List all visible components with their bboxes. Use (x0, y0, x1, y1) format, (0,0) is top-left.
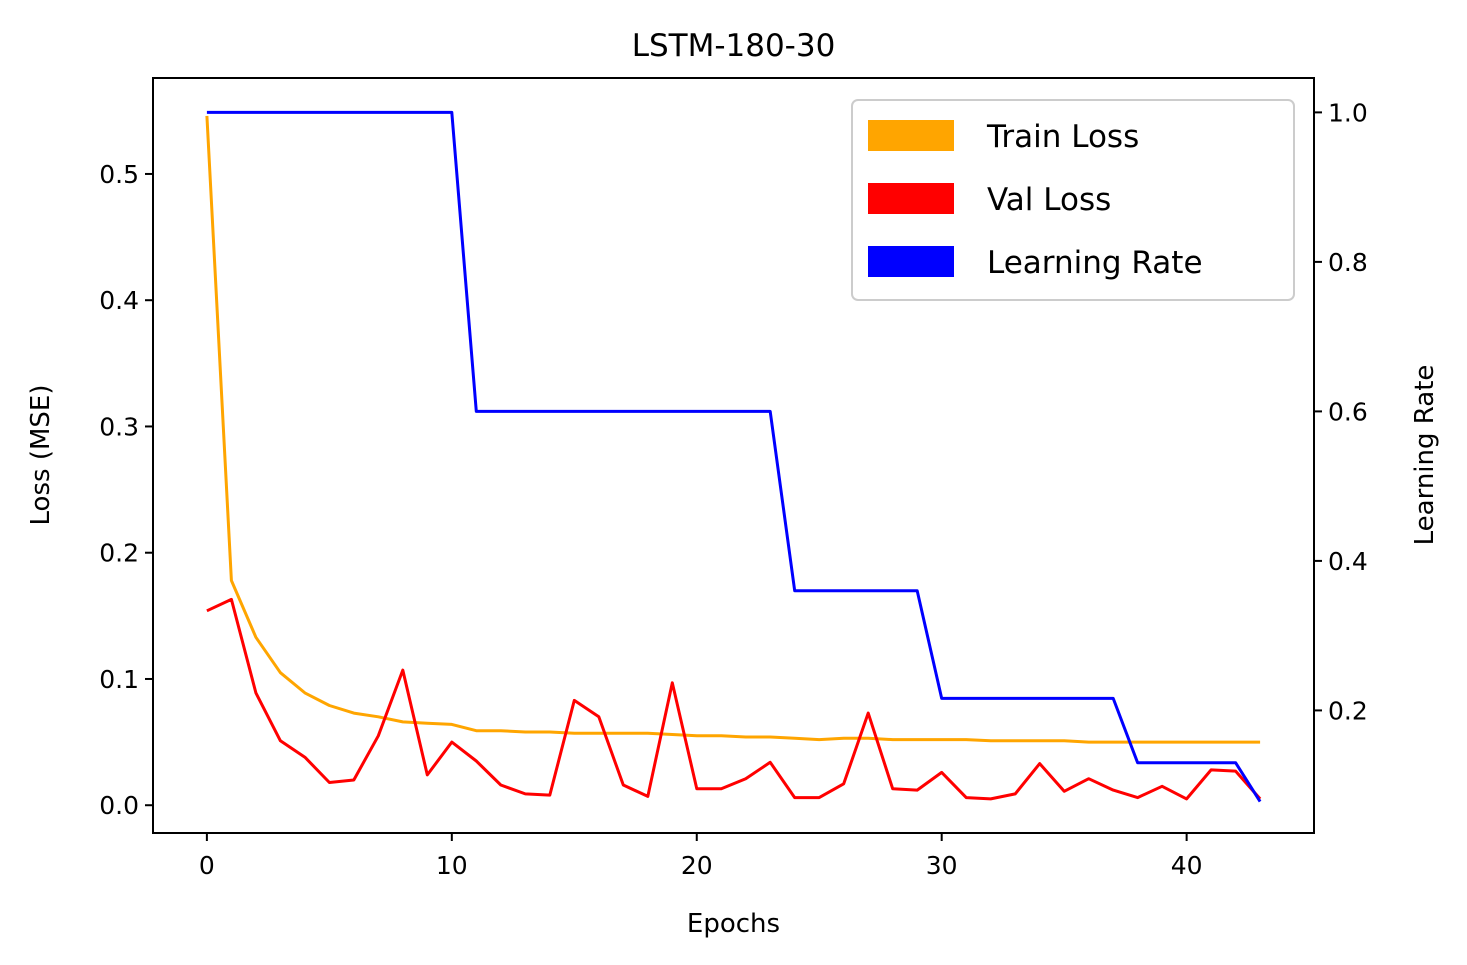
y2-tick-label: 0.8 (1328, 248, 1368, 277)
y2-tick-label: 0.4 (1328, 547, 1368, 576)
y-tick-label: 0.1 (99, 665, 139, 694)
x-tick-label: 30 (926, 851, 958, 880)
x-axis: 0 10 20 30 40 (199, 833, 1203, 880)
legend-swatch-learning-rate (868, 246, 954, 277)
series-line-train-loss (205, 115, 1261, 744)
y-tick-label: 0.3 (99, 412, 139, 441)
legend: Train Loss Val Loss Learning Rate (851, 99, 1295, 301)
y2-axis-label: Learning Rate (1410, 365, 1440, 546)
chart-title: LSTM-180-30 (632, 28, 836, 64)
y-axis-right: 0.2 0.4 0.6 0.8 1.0 (1314, 98, 1368, 725)
y-tick-label: 0.2 (99, 539, 139, 568)
series-line-val-loss (206, 597, 1262, 801)
x-tick-label: 20 (681, 851, 713, 880)
series-line-learning-rate (206, 110, 1262, 803)
y2-tick-label: 0.6 (1328, 397, 1368, 426)
y-tick-label: 0.4 (99, 286, 139, 315)
x-tick-label: 10 (436, 851, 468, 880)
y-axis-left: 0.0 0.1 0.2 0.3 0.4 0.5 (99, 160, 153, 820)
x-axis-label: Epochs (687, 909, 780, 939)
legend-swatch-val-loss (868, 183, 954, 214)
legend-label-learning-rate: Learning Rate (987, 245, 1203, 281)
legend-entries: Train Loss Val Loss Learning Rate (868, 119, 1203, 281)
y-tick-label: 0.0 (99, 791, 139, 820)
y2-tick-label: 0.2 (1328, 696, 1368, 725)
legend-swatch-train-loss (868, 120, 954, 151)
legend-label-val-loss: Val Loss (987, 182, 1111, 218)
series-layer (205, 110, 1262, 803)
plot-frame (152, 77, 1315, 834)
legend-label-train-loss: Train Loss (986, 119, 1139, 155)
y-tick-label: 0.5 (99, 160, 139, 189)
x-tick-label: 0 (199, 851, 215, 880)
y-axis-label: Loss (MSE) (26, 385, 56, 526)
x-tick-label: 40 (1171, 851, 1203, 880)
y2-tick-label: 1.0 (1328, 98, 1368, 127)
legend-frame (851, 99, 1295, 301)
